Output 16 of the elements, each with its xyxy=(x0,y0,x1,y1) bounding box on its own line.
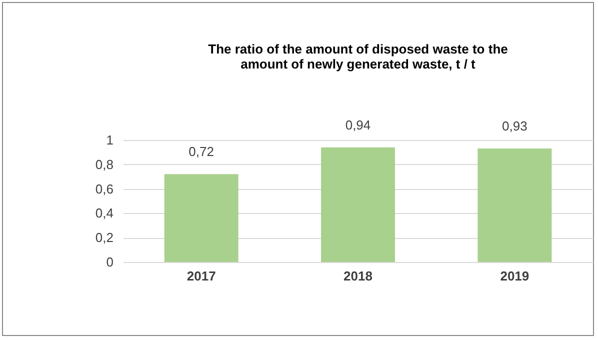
data-label: 0,72 xyxy=(188,144,214,160)
y-tick-label: 1 xyxy=(106,132,114,148)
y-tick-label: 0,8 xyxy=(95,156,114,172)
y-tick-label: 0,2 xyxy=(95,230,114,246)
bar xyxy=(164,174,238,262)
bar xyxy=(478,148,552,262)
x-tick-label: 2019 xyxy=(500,268,530,284)
data-label: 0,93 xyxy=(502,118,528,134)
data-label: 0,94 xyxy=(345,117,371,132)
bar xyxy=(321,147,395,262)
x-tick-label: 2018 xyxy=(344,268,372,284)
y-tick-label: 0 xyxy=(106,254,114,270)
chart-title: The ratio of the amount of disposed waste to the amount of newly generated waste, t / t xyxy=(208,41,508,72)
y-tick-label: 0,6 xyxy=(95,181,114,196)
x-tick-label: 2017 xyxy=(186,268,216,284)
y-tick-label: 0,4 xyxy=(95,206,114,221)
